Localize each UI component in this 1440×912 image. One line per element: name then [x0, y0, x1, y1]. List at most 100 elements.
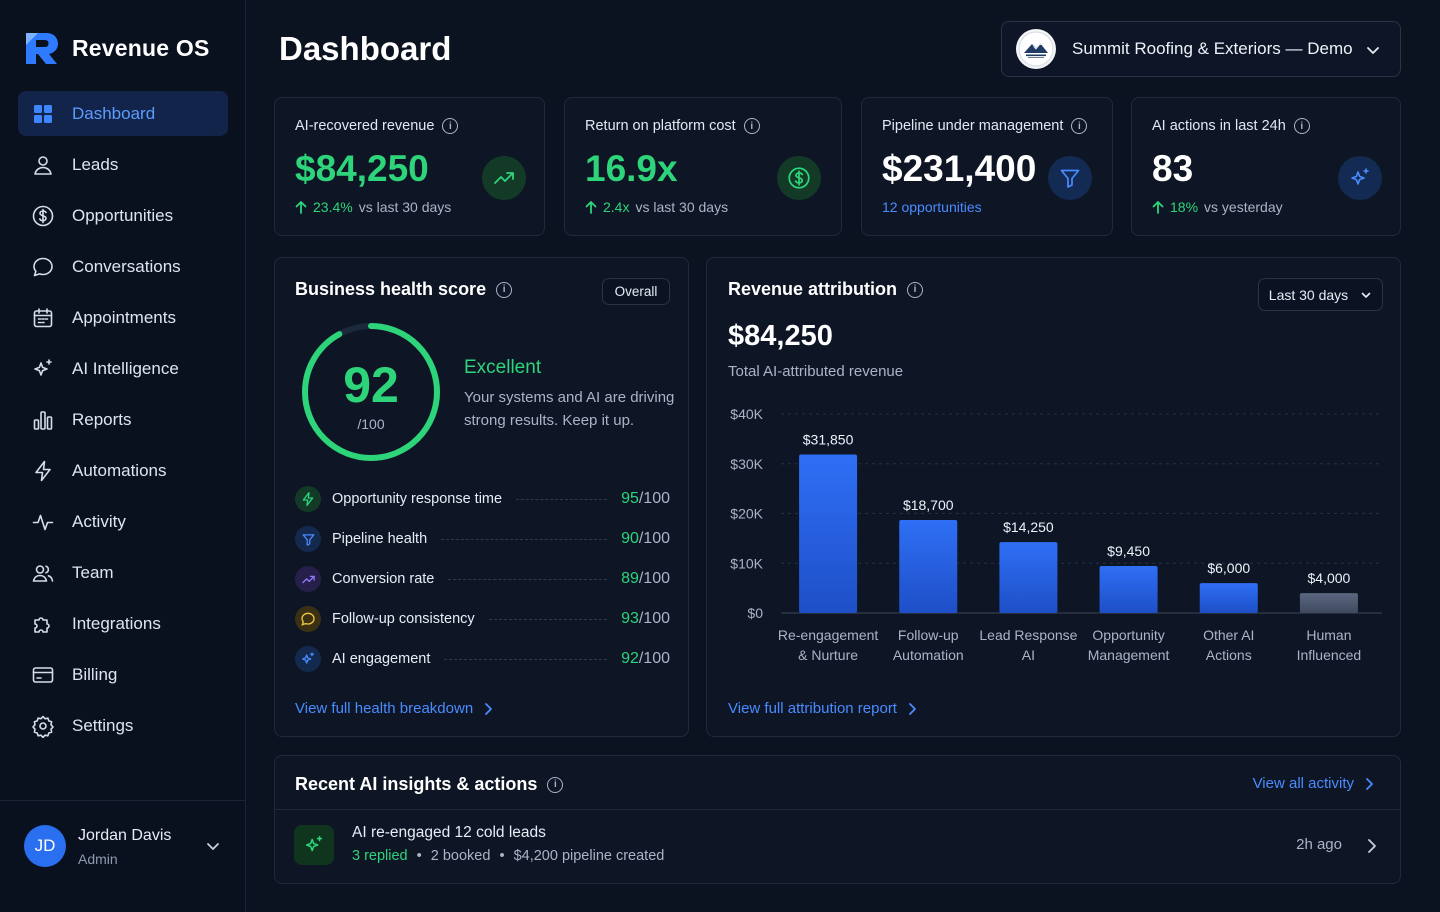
row-score-value: 90 — [621, 530, 639, 547]
x-tick-label: Management — [1088, 647, 1170, 663]
sidebar-item-dashboard[interactable]: Dashboard — [18, 91, 228, 136]
kpi-delta-row: 2.4x vs last 30 days — [585, 199, 728, 215]
sidebar-item-conversations[interactable]: Conversations — [18, 244, 228, 289]
chevron-down-icon — [1361, 292, 1371, 298]
company-name: Summit Roofing & Exteriors — Demo — [1072, 39, 1353, 58]
health-row-opportunity-response-time[interactable]: Opportunity response time 95/100 — [295, 486, 670, 512]
divider — [275, 809, 1400, 810]
x-tick-label: Actions — [1206, 647, 1252, 663]
sidebar-item-appointments[interactable]: Appointments — [18, 295, 228, 340]
sidebar-item-team[interactable]: Team — [18, 550, 228, 595]
info-icon[interactable]: i — [1293, 118, 1310, 134]
sidebar-item-settings[interactable]: Settings — [18, 703, 228, 748]
kpi-value: 83 — [1152, 148, 1194, 189]
sidebar-item-label: AI Intelligence — [72, 358, 179, 378]
x-tick-label: Re-engagement — [778, 627, 879, 643]
kpi-delta: 2.4x — [603, 199, 630, 215]
gear-icon — [30, 713, 56, 739]
health-row-ai-engagement[interactable]: AI engagement 92/100 — [295, 646, 670, 672]
chevron-down-icon — [1367, 47, 1379, 54]
info-icon[interactable]: i — [442, 118, 459, 134]
sidebar-item-ai-intelligence[interactable]: AI Intelligence — [18, 346, 228, 391]
view-health-breakdown-link[interactable]: View full health breakdown — [295, 700, 493, 717]
sidebar-item-activity[interactable]: Activity — [18, 499, 228, 544]
kpi-label-row: AI-recovered revenue i — [295, 118, 459, 134]
kpi-card-ai-actions-24h[interactable]: AI actions in last 24h i 83 18% vs yester… — [1131, 97, 1401, 236]
bar[interactable] — [1299, 593, 1358, 613]
info-icon[interactable]: i — [743, 118, 760, 134]
kpi-delta-text: vs yesterday — [1204, 199, 1283, 215]
sparkles-icon — [295, 646, 321, 672]
kpi-card-pipeline-under-management[interactable]: Pipeline under management i $231,400 12 o… — [861, 97, 1113, 236]
chat-bubble-icon — [295, 606, 321, 632]
section-title: Revenue attribution i — [728, 279, 924, 300]
date-range-select[interactable]: Last 30 days — [1258, 278, 1383, 311]
bar[interactable] — [1199, 583, 1258, 613]
bar[interactable] — [799, 454, 858, 613]
x-tick-label: Lead Response — [979, 627, 1077, 643]
health-row-label: Opportunity response time — [332, 491, 503, 507]
health-description: Your systems and AI are driving strong r… — [464, 389, 675, 429]
kpi-opportunities-link[interactable]: 12 opportunities — [882, 199, 982, 215]
kpi-delta: 23.4% — [313, 199, 353, 215]
attribution-total: $84,250 — [728, 320, 833, 352]
insight-details: 3 replied • 2 booked • $4,200 pipeline c… — [352, 848, 664, 864]
kpi-label: AI actions in last 24h — [1152, 118, 1286, 134]
leader-dots — [516, 498, 608, 500]
bar[interactable] — [1099, 565, 1158, 613]
sidebar-item-automations[interactable]: Automations — [18, 448, 228, 493]
kpi-card-return-on-platform-cost[interactable]: Return on platform cost i 16.9x 2.4x vs l… — [564, 97, 842, 236]
sidebar-item-opportunities[interactable]: Opportunities — [18, 193, 228, 238]
sidebar-item-label: Reports — [72, 409, 132, 429]
sidebar-item-leads[interactable]: Leads — [18, 142, 228, 187]
sidebar-item-reports[interactable]: Reports — [18, 397, 228, 442]
brand[interactable]: Revenue OS — [24, 30, 210, 66]
funnel-icon — [1048, 156, 1092, 200]
sidebar-item-label: Settings — [72, 715, 134, 735]
health-row-conversion-rate[interactable]: Conversion rate 89/100 — [295, 566, 670, 592]
app-name: Revenue OS — [72, 34, 210, 61]
arrow-up-icon — [1152, 201, 1164, 214]
y-tick-label: $20K — [730, 506, 763, 522]
row-score-value: 89 — [621, 570, 639, 587]
view-all-activity-link[interactable]: View all activity — [1253, 775, 1374, 792]
info-icon[interactable]: i — [547, 776, 564, 793]
attribution-total-label: Total AI-attributed revenue — [728, 363, 904, 380]
row-score-value: 95 — [621, 490, 639, 507]
y-tick-label: $10K — [730, 555, 763, 571]
row-score-value: 92 — [621, 650, 639, 667]
kpi-card-ai-recovered-revenue[interactable]: AI-recovered revenue i $84,250 23.4% vs l… — [274, 97, 545, 236]
sidebar-item-billing[interactable]: Billing — [18, 652, 228, 697]
sidebar-nav: Dashboard Leads Opportunities Conversati… — [18, 91, 228, 754]
bar[interactable] — [899, 519, 958, 613]
kpi-delta-row: 18% vs yesterday — [1152, 199, 1283, 215]
sidebar: Revenue OS Dashboard Leads Opportunities… — [0, 0, 246, 912]
insight-row[interactable]: AI re-engaged 12 cold leads 3 replied • … — [275, 810, 1400, 884]
health-row-score: 92/100 — [621, 650, 670, 668]
user-menu[interactable]: JD Jordan Davis Admin — [0, 800, 246, 912]
kpi-delta-text: vs last 30 days — [635, 199, 729, 215]
users-icon — [30, 560, 56, 586]
health-filter-button[interactable]: Overall — [602, 278, 670, 305]
health-row-follow-up-consistency[interactable]: Follow-up consistency 93/100 — [295, 606, 670, 632]
kpi-label-row: Return on platform cost i — [585, 118, 760, 134]
bar[interactable] — [999, 542, 1058, 613]
grid-icon — [30, 101, 56, 127]
company-selector[interactable]: Summit Roofing & Exteriors — Demo — [1001, 21, 1401, 77]
lightning-icon — [30, 458, 56, 484]
info-icon[interactable]: i — [1071, 118, 1088, 134]
health-title: Business health score — [295, 279, 487, 299]
sidebar-item-label: Dashboard — [72, 103, 156, 123]
kpi-label-row: AI actions in last 24h i — [1152, 118, 1310, 134]
health-row-label: Follow-up consistency — [332, 611, 475, 627]
view-attribution-report-link[interactable]: View full attribution report — [728, 700, 917, 717]
info-icon[interactable]: i — [496, 281, 513, 298]
sidebar-item-integrations[interactable]: Integrations — [18, 601, 228, 646]
chevron-right-icon — [485, 702, 493, 715]
user-role: Admin — [78, 851, 118, 867]
chevron-down-icon[interactable] — [204, 837, 222, 855]
bar-value-label: $6,000 — [1207, 560, 1250, 576]
sidebar-item-label: Appointments — [72, 307, 176, 327]
info-icon[interactable]: i — [907, 281, 924, 298]
health-row-pipeline-health[interactable]: Pipeline health 90/100 — [295, 526, 670, 552]
